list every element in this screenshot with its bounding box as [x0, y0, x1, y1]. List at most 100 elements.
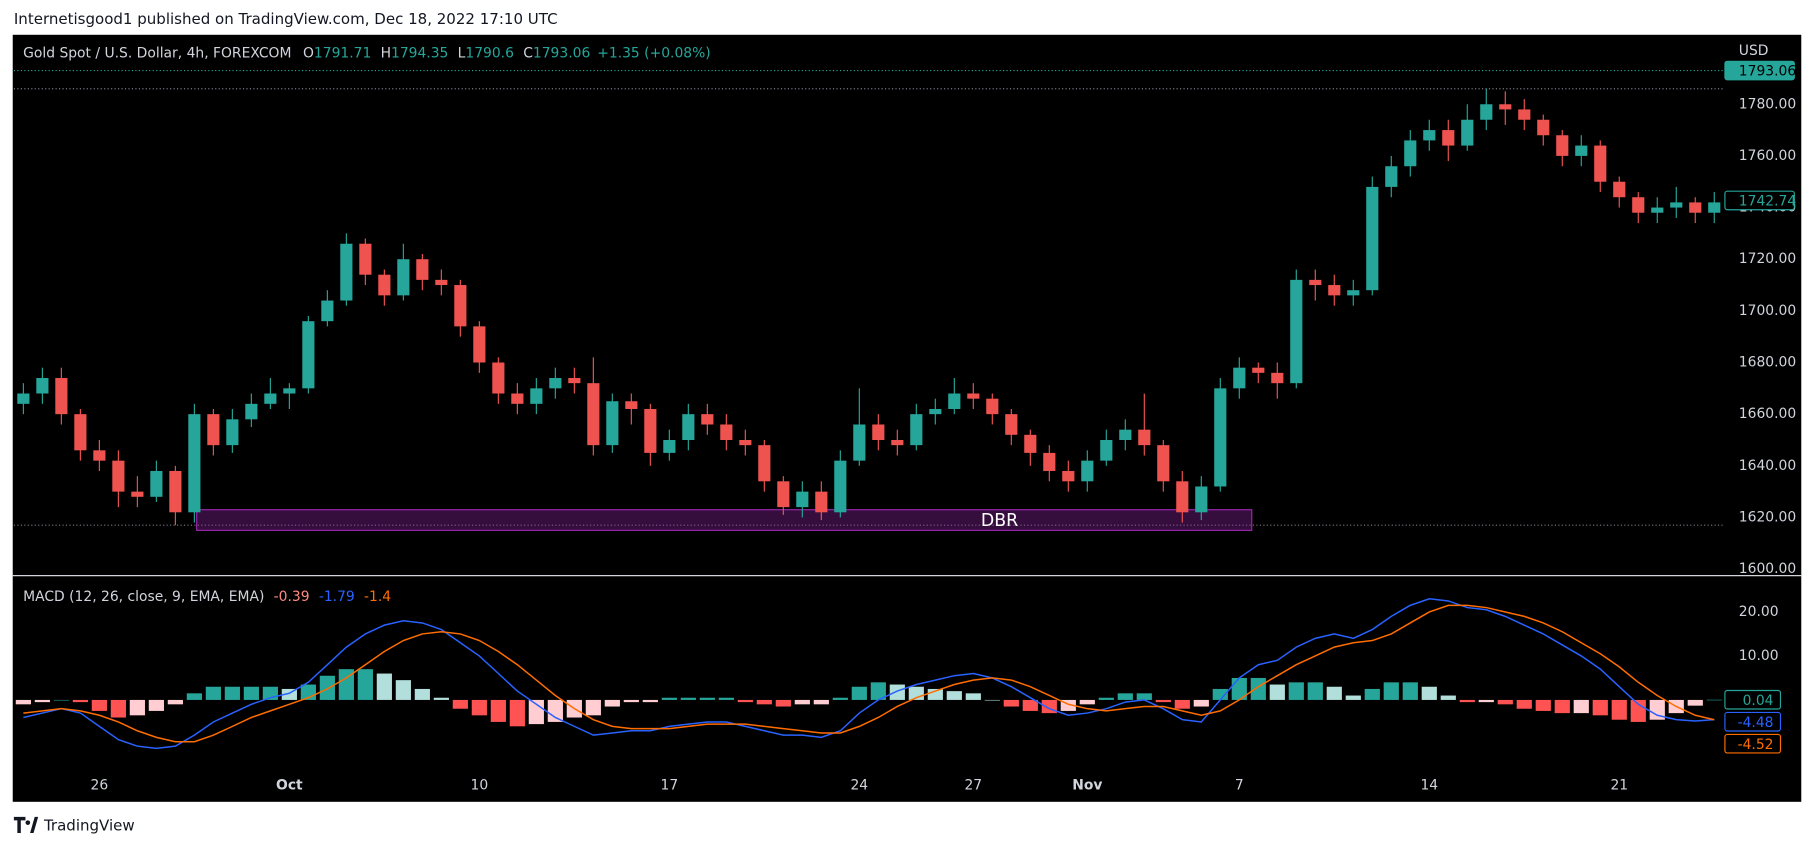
candle-body: [112, 460, 125, 492]
histogram-bar: [357, 669, 373, 700]
ohlc-key: H: [381, 45, 391, 61]
candle-body: [1651, 207, 1664, 213]
candle-body: [150, 470, 163, 497]
histogram-bar: [1516, 699, 1532, 709]
histogram-bar: [224, 686, 240, 700]
histogram-bar: [1098, 697, 1114, 700]
histogram-bar: [376, 673, 392, 700]
price-tag-label: 1742.74: [1739, 194, 1797, 210]
histogram-bar: [72, 699, 88, 703]
candle-body: [1157, 445, 1170, 482]
ohlc-key: O: [303, 45, 314, 61]
x-tick-label: 10: [471, 778, 489, 794]
x-tick-label: 14: [1420, 778, 1438, 794]
histogram-bar: [1402, 682, 1418, 700]
candle-body: [1062, 470, 1075, 482]
histogram-bar: [167, 699, 183, 705]
histogram-bar: [1022, 699, 1038, 711]
candle-body: [853, 424, 866, 461]
x-tick-label: 27: [964, 778, 982, 794]
candle-body: [568, 378, 581, 384]
histogram-bar: [1174, 699, 1190, 709]
indicator-tag: [1724, 689, 1782, 710]
histogram-bar: [205, 686, 221, 700]
histogram-bar: [1687, 699, 1703, 706]
candle-body: [283, 388, 296, 394]
candle-body: [701, 414, 714, 425]
candle-body: [720, 424, 733, 440]
candle-body: [207, 414, 220, 446]
histogram-bar: [490, 699, 506, 722]
indicator-tag: [1724, 711, 1782, 732]
y-tick-label: 1620.00: [1739, 509, 1796, 525]
candle-body: [169, 470, 182, 513]
y-tick-label: 1600.00: [1739, 561, 1796, 577]
candle-body: [416, 259, 429, 280]
ohlc-value: 1790.6: [465, 45, 514, 61]
histogram-bar: [1478, 699, 1494, 703]
candle-body: [1138, 429, 1151, 446]
candle-body: [1347, 290, 1360, 296]
candle-body: [1670, 202, 1683, 208]
candle-body: [1043, 452, 1056, 471]
candle-body: [587, 383, 600, 446]
candle-body: [948, 393, 961, 409]
histogram-bar: [1345, 695, 1361, 700]
y-tick-label: 1760.00: [1739, 148, 1796, 164]
macd-legend-value: -0.39: [274, 589, 310, 605]
candle-body: [1005, 414, 1018, 435]
histogram-bar: [547, 699, 563, 722]
histogram-bar: [509, 699, 525, 727]
histogram-bar: [832, 697, 848, 700]
histogram-bar: [889, 684, 905, 700]
ohlc-value: 1794.35: [391, 45, 448, 61]
y-tick-label: 20.00: [1739, 604, 1779, 620]
candle-body: [55, 378, 68, 415]
histogram-bar: [1193, 699, 1209, 707]
candle-body: [188, 414, 201, 513]
histogram-bar: [1136, 693, 1152, 700]
candle-body: [93, 450, 106, 461]
candle-body: [929, 408, 942, 415]
histogram-bar: [528, 699, 544, 725]
zone-label: DBR: [981, 511, 1018, 531]
histogram-bar: [338, 669, 354, 700]
macd-line: [23, 604, 1715, 743]
candle-body: [302, 321, 315, 389]
histogram-bar: [1288, 682, 1304, 700]
candle-body: [1537, 119, 1550, 136]
candle-body: [1594, 145, 1607, 182]
candle-body: [321, 300, 334, 322]
currency: USD: [1739, 43, 1769, 59]
candle-body: [644, 408, 657, 453]
histogram-bar: [53, 699, 69, 701]
histogram-bar: [395, 680, 411, 700]
price-tag: [1724, 60, 1795, 81]
histogram-bar: [1573, 699, 1589, 714]
candle-body: [1176, 481, 1189, 513]
y-tick-label: 1780.00: [1739, 96, 1796, 112]
candle-body: [264, 393, 277, 404]
candle-body: [1708, 202, 1721, 213]
candle-body: [1100, 439, 1113, 461]
x-tick-label: Nov: [1072, 778, 1102, 794]
histogram-bar: [680, 697, 696, 700]
candle-body: [967, 393, 980, 399]
y-tick-label: 1680.00: [1739, 355, 1796, 371]
symbol-title: Gold Spot / U.S. Dollar, 4h, FOREXCOM: [23, 45, 291, 61]
candle-body: [796, 491, 809, 508]
candle-body: [435, 279, 448, 286]
indicator-tag-label: -4.48: [1738, 715, 1774, 731]
candle-body: [1423, 130, 1436, 141]
candle-body: [1081, 460, 1094, 482]
histogram-bar: [243, 686, 259, 700]
histogram-bar: [414, 688, 430, 700]
candle-body: [17, 393, 30, 404]
histogram-bar: [585, 699, 601, 716]
histogram-bar: [1269, 684, 1285, 700]
symbol-legend: Gold Spot / U.S. Dollar, 4h, FOREXCOM O 17…: [23, 45, 711, 61]
histogram-bar: [471, 699, 487, 716]
candle-body: [549, 378, 562, 389]
histogram-bar: [1117, 693, 1133, 700]
